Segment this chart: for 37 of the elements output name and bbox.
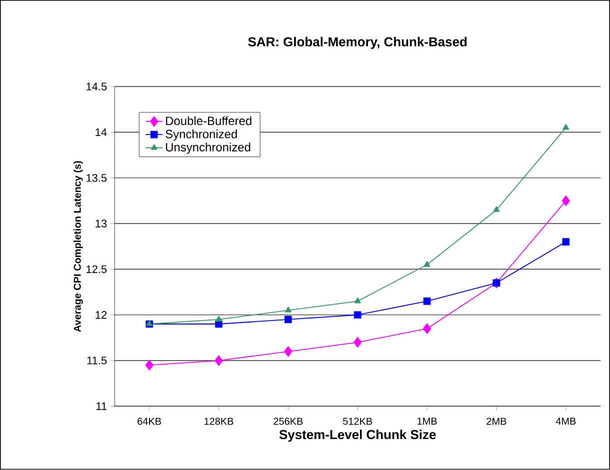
point bbox=[216, 316, 222, 322]
y-tick-label: 11 bbox=[96, 402, 107, 410]
y-tick-label: 14.5 bbox=[86, 82, 107, 91]
point bbox=[145, 360, 154, 370]
point bbox=[354, 337, 362, 348]
y-tick-label: 12 bbox=[96, 311, 107, 319]
point bbox=[424, 261, 430, 267]
y-tick-label: 13 bbox=[96, 220, 107, 228]
point bbox=[562, 124, 570, 130]
x-tick-label: 4MB bbox=[556, 418, 576, 425]
y-tick-label: 13.5 bbox=[86, 174, 107, 182]
y-tick-label: 14 bbox=[96, 128, 107, 136]
x-tick-label: 1MB bbox=[418, 418, 437, 425]
point bbox=[354, 298, 361, 304]
y-tick-label: 11.5 bbox=[87, 356, 107, 365]
point bbox=[493, 206, 500, 212]
point bbox=[423, 298, 431, 305]
point bbox=[284, 346, 292, 357]
point bbox=[562, 238, 570, 246]
x-tick-label: 128KB bbox=[204, 418, 234, 425]
point bbox=[284, 316, 292, 324]
chart-title: SAR: Global-Memory, Chunk-Based bbox=[248, 37, 467, 50]
legend-label: Double-Buffered bbox=[166, 116, 252, 126]
y-tick-label: 12.5 bbox=[86, 265, 107, 274]
x-axis-title: System-Level Chunk Size bbox=[279, 430, 436, 442]
x-tick-label: 256KB bbox=[274, 418, 303, 425]
point bbox=[422, 323, 432, 334]
legend-label: Synchronized bbox=[166, 130, 237, 141]
point bbox=[354, 311, 362, 319]
legend-label: Unsynchronized bbox=[166, 142, 250, 154]
point bbox=[214, 355, 223, 366]
x-tick-label: 2MB bbox=[486, 418, 506, 425]
x-tick-label: 64KB bbox=[138, 418, 162, 425]
point bbox=[562, 196, 570, 206]
y-axis-title: Average CPI Completion Latency (s) bbox=[74, 161, 83, 332]
point bbox=[284, 306, 292, 312]
x-tick-label: 512KB bbox=[343, 418, 372, 425]
